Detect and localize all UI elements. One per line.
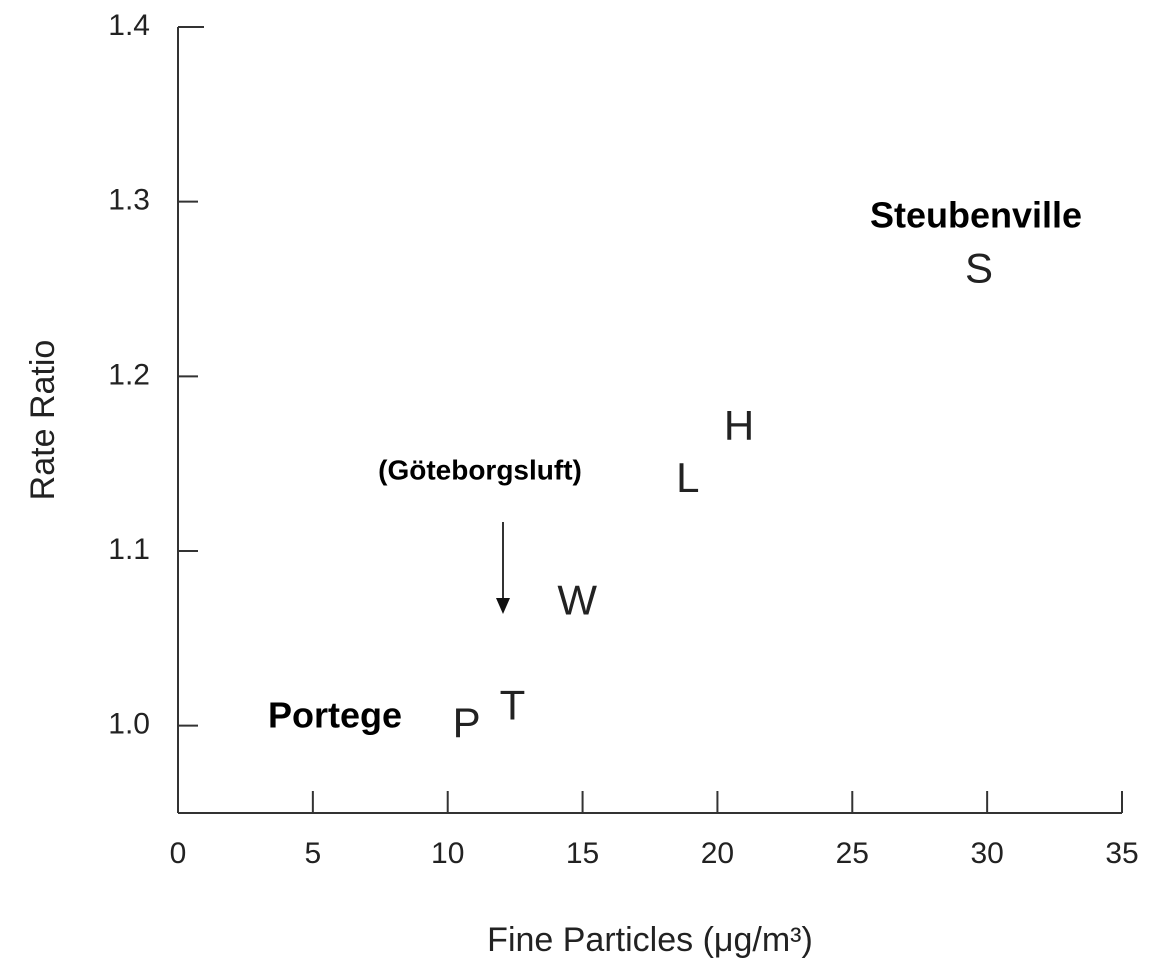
x-axis-title: Fine Particles (μg/m³) (487, 921, 813, 959)
annotation: (Göteborgsluft) (378, 454, 582, 485)
annotation: Steubenville (870, 195, 1082, 236)
x-tick-label: 20 (701, 837, 734, 870)
point-marker: L (676, 454, 699, 501)
point-marker: H (724, 402, 754, 449)
annotation: Portege (268, 695, 402, 736)
annotation-arrowhead (496, 598, 510, 614)
y-tick-label: 1.3 (108, 184, 150, 217)
x-tick-label: 25 (836, 837, 869, 870)
y-tick-label: 1.0 (108, 708, 150, 741)
x-tick-label: 30 (970, 837, 1003, 870)
x-tick-label: 10 (431, 837, 464, 870)
x-tick-label: 15 (566, 837, 599, 870)
y-tick-label: 1.1 (108, 533, 150, 566)
point-marker: S (965, 245, 993, 292)
y-tick-label: 1.2 (108, 358, 150, 391)
y-tick-label: 1.4 (108, 9, 150, 42)
point-marker: P (453, 699, 481, 746)
y-axis-title: Rate Ratio (24, 340, 62, 501)
point-marker: W (557, 576, 597, 623)
x-tick-label: 35 (1105, 837, 1138, 870)
x-tick-label: 5 (305, 837, 322, 870)
point-marker: T (500, 681, 526, 728)
x-tick-label: 0 (170, 837, 187, 870)
